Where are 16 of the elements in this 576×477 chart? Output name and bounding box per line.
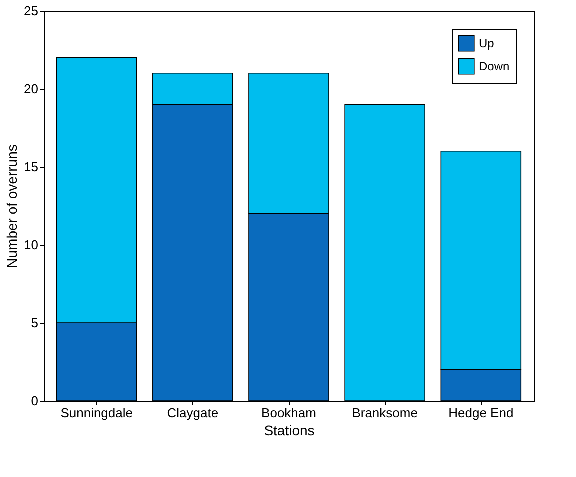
y-tick-label: 10 [24, 238, 38, 252]
y-tick-label: 15 [24, 160, 38, 174]
y-tick-label: 5 [31, 316, 38, 330]
legend-label: Down [479, 60, 510, 74]
legend-label: Up [479, 36, 495, 50]
x-tick-label: Claygate [167, 406, 219, 420]
x-tick-label: Branksome [352, 406, 418, 420]
x-tick-label: Bookham [262, 406, 316, 420]
y-tick-label: 25 [24, 4, 38, 18]
bar [344, 104, 426, 402]
x-tick-label: Sunningdale [60, 406, 133, 420]
x-axis-title: Stations [264, 422, 315, 438]
x-tick-label: Hedge End [448, 406, 514, 420]
y-tick-label: 0 [31, 394, 38, 408]
y-axis-title: Number of overruns [4, 144, 20, 268]
y-tick-label: 20 [24, 82, 38, 96]
